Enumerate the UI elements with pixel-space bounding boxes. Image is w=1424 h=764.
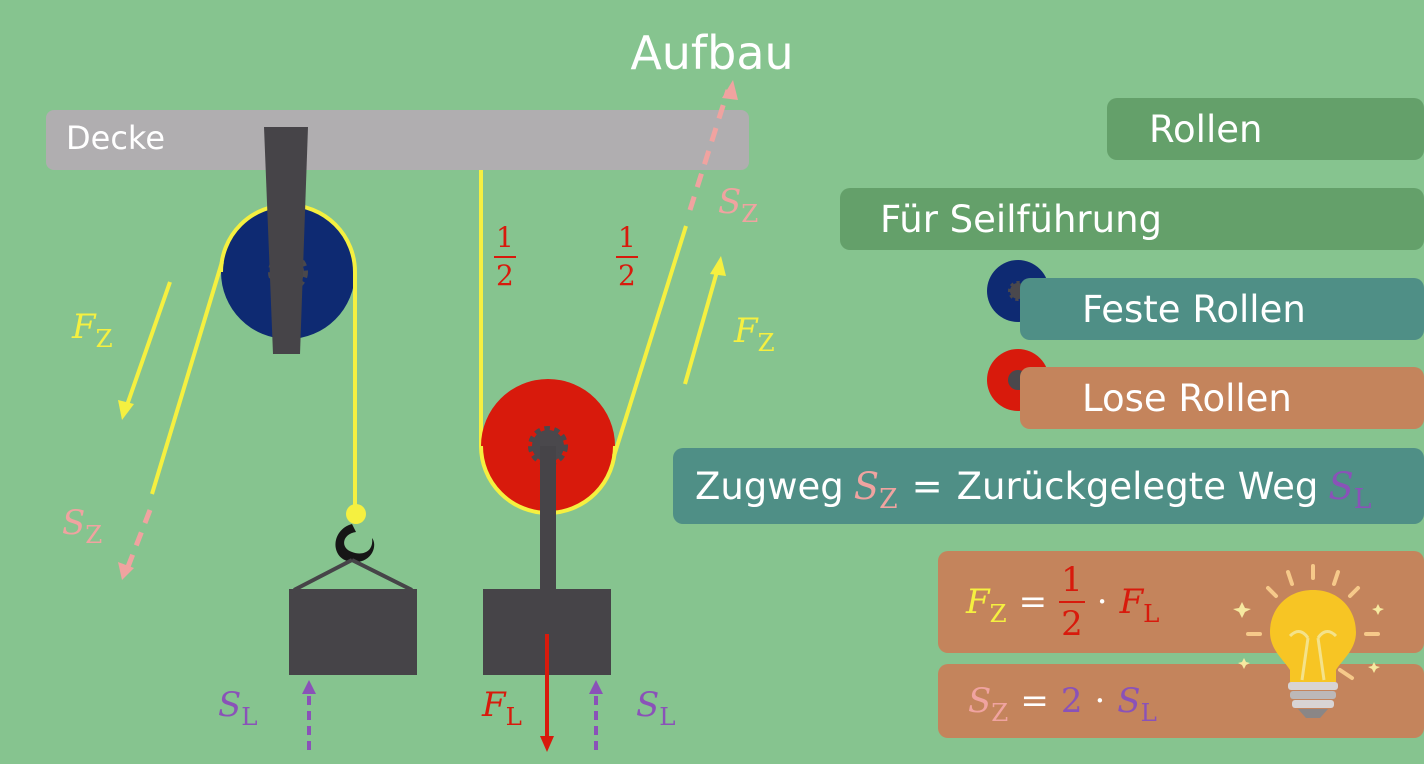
formula2-sz-S: S [968, 681, 992, 721]
sl-arrowhead-1 [302, 680, 316, 694]
title-text: Aufbau [630, 26, 794, 80]
fz-arrowhead-left [118, 400, 134, 420]
label-sz-right: SZ [718, 182, 758, 225]
feste-rollen-pill: Feste Rollen [1020, 278, 1424, 340]
load1-sling-left [293, 558, 353, 592]
rollen-text: Rollen [1149, 107, 1263, 151]
formula1-dot: · [1096, 582, 1108, 622]
seilfuehrung-text: Für Seilführung [880, 197, 1163, 241]
load-1 [289, 589, 417, 675]
sl-arrowhead-2 [589, 680, 603, 694]
formula2-eq: = [1020, 681, 1049, 721]
formula1-eq: = [1018, 582, 1048, 622]
sl-right-sub: L [659, 701, 676, 731]
label-sl-right: SL [636, 685, 676, 728]
formula1-fl-F: F [1119, 582, 1144, 622]
zugweg-pill: Zugweg SZ = Zurückgelegte Weg SL [673, 448, 1424, 524]
formula2-two: 2 [1060, 681, 1083, 721]
fl-F: F [482, 685, 506, 725]
sl-left-sub: L [241, 701, 258, 731]
zugweg-sz: SZ [853, 464, 898, 515]
formula2-sz-sub: Z [991, 697, 1009, 727]
sz-left-S: S [62, 503, 86, 543]
formula1-fz-sub: Z [989, 598, 1007, 628]
page-title: Aufbau [0, 26, 1424, 80]
fixed-pulley-bracket [264, 127, 308, 354]
sz-arrow-left [123, 509, 153, 573]
formula1-fz: FZ [966, 582, 1007, 628]
sz-arrow-right [687, 89, 731, 211]
formula-path-pill: SZ = 2 · SL [938, 664, 1424, 738]
ceiling-bar [46, 110, 749, 170]
sz-arrowhead-right [722, 80, 738, 100]
fz-right-F: F [734, 311, 758, 351]
formula1-frac: 1 2 [1059, 563, 1085, 641]
label-sz-left: SZ [62, 503, 102, 546]
formula1-num: 1 [1059, 563, 1085, 603]
load1-sling-right [351, 558, 413, 592]
zugweg-sl-sub: L [1353, 483, 1372, 515]
formula1-fz-F: F [966, 582, 990, 622]
zugweg-text: Zugweg [695, 464, 844, 508]
seilfuehrung-pill: Für Seilführung [840, 188, 1424, 250]
half-right-den: 2 [618, 259, 636, 292]
rope-loose-right [612, 225, 688, 457]
light-bulb-icon [1233, 564, 1384, 718]
formula1-fl: FL [1119, 582, 1160, 628]
lose-rollen-text: Lose Rollen [1082, 376, 1292, 420]
label-fl: FL [482, 685, 522, 728]
zugweg-sl: SL [1328, 464, 1371, 515]
loose-pulley-rod [540, 446, 556, 592]
formula1-fl-sub: L [1143, 598, 1160, 628]
fl-arrowhead [540, 736, 554, 752]
hook-icon [335, 524, 375, 563]
formula2-sl: SL [1117, 681, 1157, 727]
fz-arrowhead-right [710, 256, 726, 276]
zugweg-sl-S: S [1328, 464, 1354, 508]
label-fz-left: FZ [72, 307, 113, 350]
formula2-sl-S: S [1117, 681, 1141, 721]
zugweg-equals: = [911, 464, 943, 508]
feste-rollen-text: Feste Rollen [1082, 287, 1306, 331]
hook-ball [346, 504, 366, 524]
sz-right-sub: Z [741, 198, 759, 228]
label-fz-right: FZ [734, 311, 775, 354]
formula2-sz: SZ [968, 681, 1008, 727]
fl-sub: L [505, 701, 522, 731]
fz-arrow-left [124, 281, 172, 409]
half-left-den: 2 [496, 259, 514, 292]
sz-left-sub: Z [85, 519, 103, 549]
formula2-sl-sub: L [1140, 697, 1157, 727]
half-left-num: 1 [494, 224, 516, 258]
formula1-den: 2 [1061, 604, 1083, 644]
label-sl-left: SL [218, 685, 258, 728]
sz-right-S: S [718, 182, 742, 222]
fz-right-sub: Z [757, 327, 775, 357]
fz-left-sub: Z [95, 323, 113, 353]
sz-arrowhead-left [118, 562, 134, 580]
half-right-num: 1 [616, 224, 638, 258]
formula2-dot: · [1094, 681, 1106, 721]
ceiling-label: Decke [66, 119, 165, 157]
zurueckgelegte-text: Zurückgelegte Weg [956, 464, 1319, 508]
sl-right-S: S [636, 685, 660, 725]
rollen-pill: Rollen [1107, 98, 1424, 160]
zugweg-sz-sub: Z [879, 483, 898, 515]
zugweg-sz-S: S [853, 464, 880, 508]
lose-rollen-pill: Lose Rollen [1020, 367, 1424, 429]
sl-left-S: S [218, 685, 242, 725]
fz-arrow-right [683, 267, 720, 385]
fz-left-F: F [72, 307, 96, 347]
rope-left-pull [150, 261, 224, 495]
